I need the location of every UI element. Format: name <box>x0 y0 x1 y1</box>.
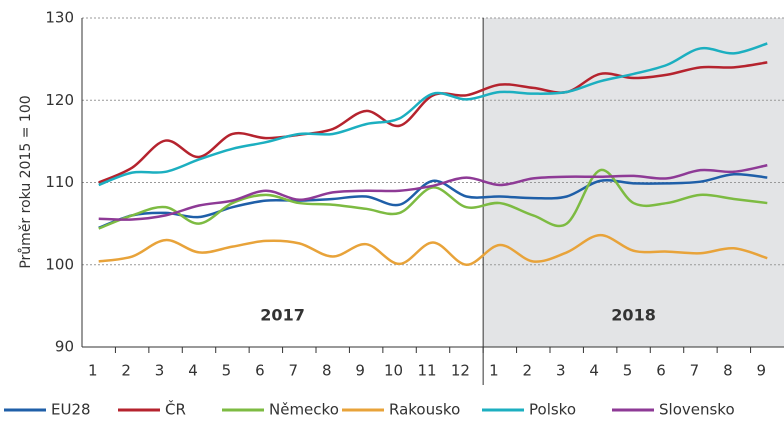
y-tick-label: 120 <box>45 91 74 109</box>
y-axis-label: Průměr roku 2015 = 100 <box>18 95 34 268</box>
legend-label: Německo <box>269 401 339 419</box>
legend-label: Rakousko <box>389 401 460 419</box>
series-line <box>98 61 768 184</box>
x-tick-label: 8 <box>322 362 332 380</box>
x-tick-label: 12 <box>451 362 470 380</box>
y-tick-label: 100 <box>45 255 74 273</box>
legend-label: Slovensko <box>659 401 735 419</box>
series-line <box>98 164 768 221</box>
x-tick-label: 11 <box>417 362 436 380</box>
x-tick-label: 3 <box>556 362 566 380</box>
series-line <box>98 168 768 230</box>
x-tick-label: 4 <box>188 362 198 380</box>
period-label: 2017 <box>260 306 305 325</box>
period-label: 2018 <box>611 306 656 325</box>
x-tick-label: 2 <box>523 362 533 380</box>
y-tick-label: 90 <box>55 338 74 356</box>
series-line <box>98 233 768 267</box>
y-tick-label: 110 <box>45 173 74 191</box>
x-tick-label: 4 <box>589 362 599 380</box>
x-tick-label: 9 <box>757 362 767 380</box>
x-tick-label: 1 <box>489 362 499 380</box>
series-line <box>98 172 768 229</box>
x-tick-label: 2 <box>121 362 131 380</box>
x-tick-label: 9 <box>355 362 365 380</box>
x-tick-label: 6 <box>656 362 666 380</box>
x-tick-label: 8 <box>723 362 733 380</box>
x-tick-label: 10 <box>384 362 403 380</box>
series-line <box>98 42 768 187</box>
legend-label: Polsko <box>529 401 576 419</box>
x-tick-label: 1 <box>88 362 98 380</box>
x-tick-label: 5 <box>623 362 633 380</box>
x-tick-label: 3 <box>155 362 165 380</box>
x-tick-label: 5 <box>222 362 232 380</box>
y-tick-label: 130 <box>45 9 74 27</box>
x-tick-label: 7 <box>289 362 299 380</box>
x-tick-label: 6 <box>255 362 265 380</box>
legend-label: EU28 <box>51 401 91 419</box>
legend-label: ČR <box>165 400 186 419</box>
x-tick-label: 7 <box>690 362 700 380</box>
